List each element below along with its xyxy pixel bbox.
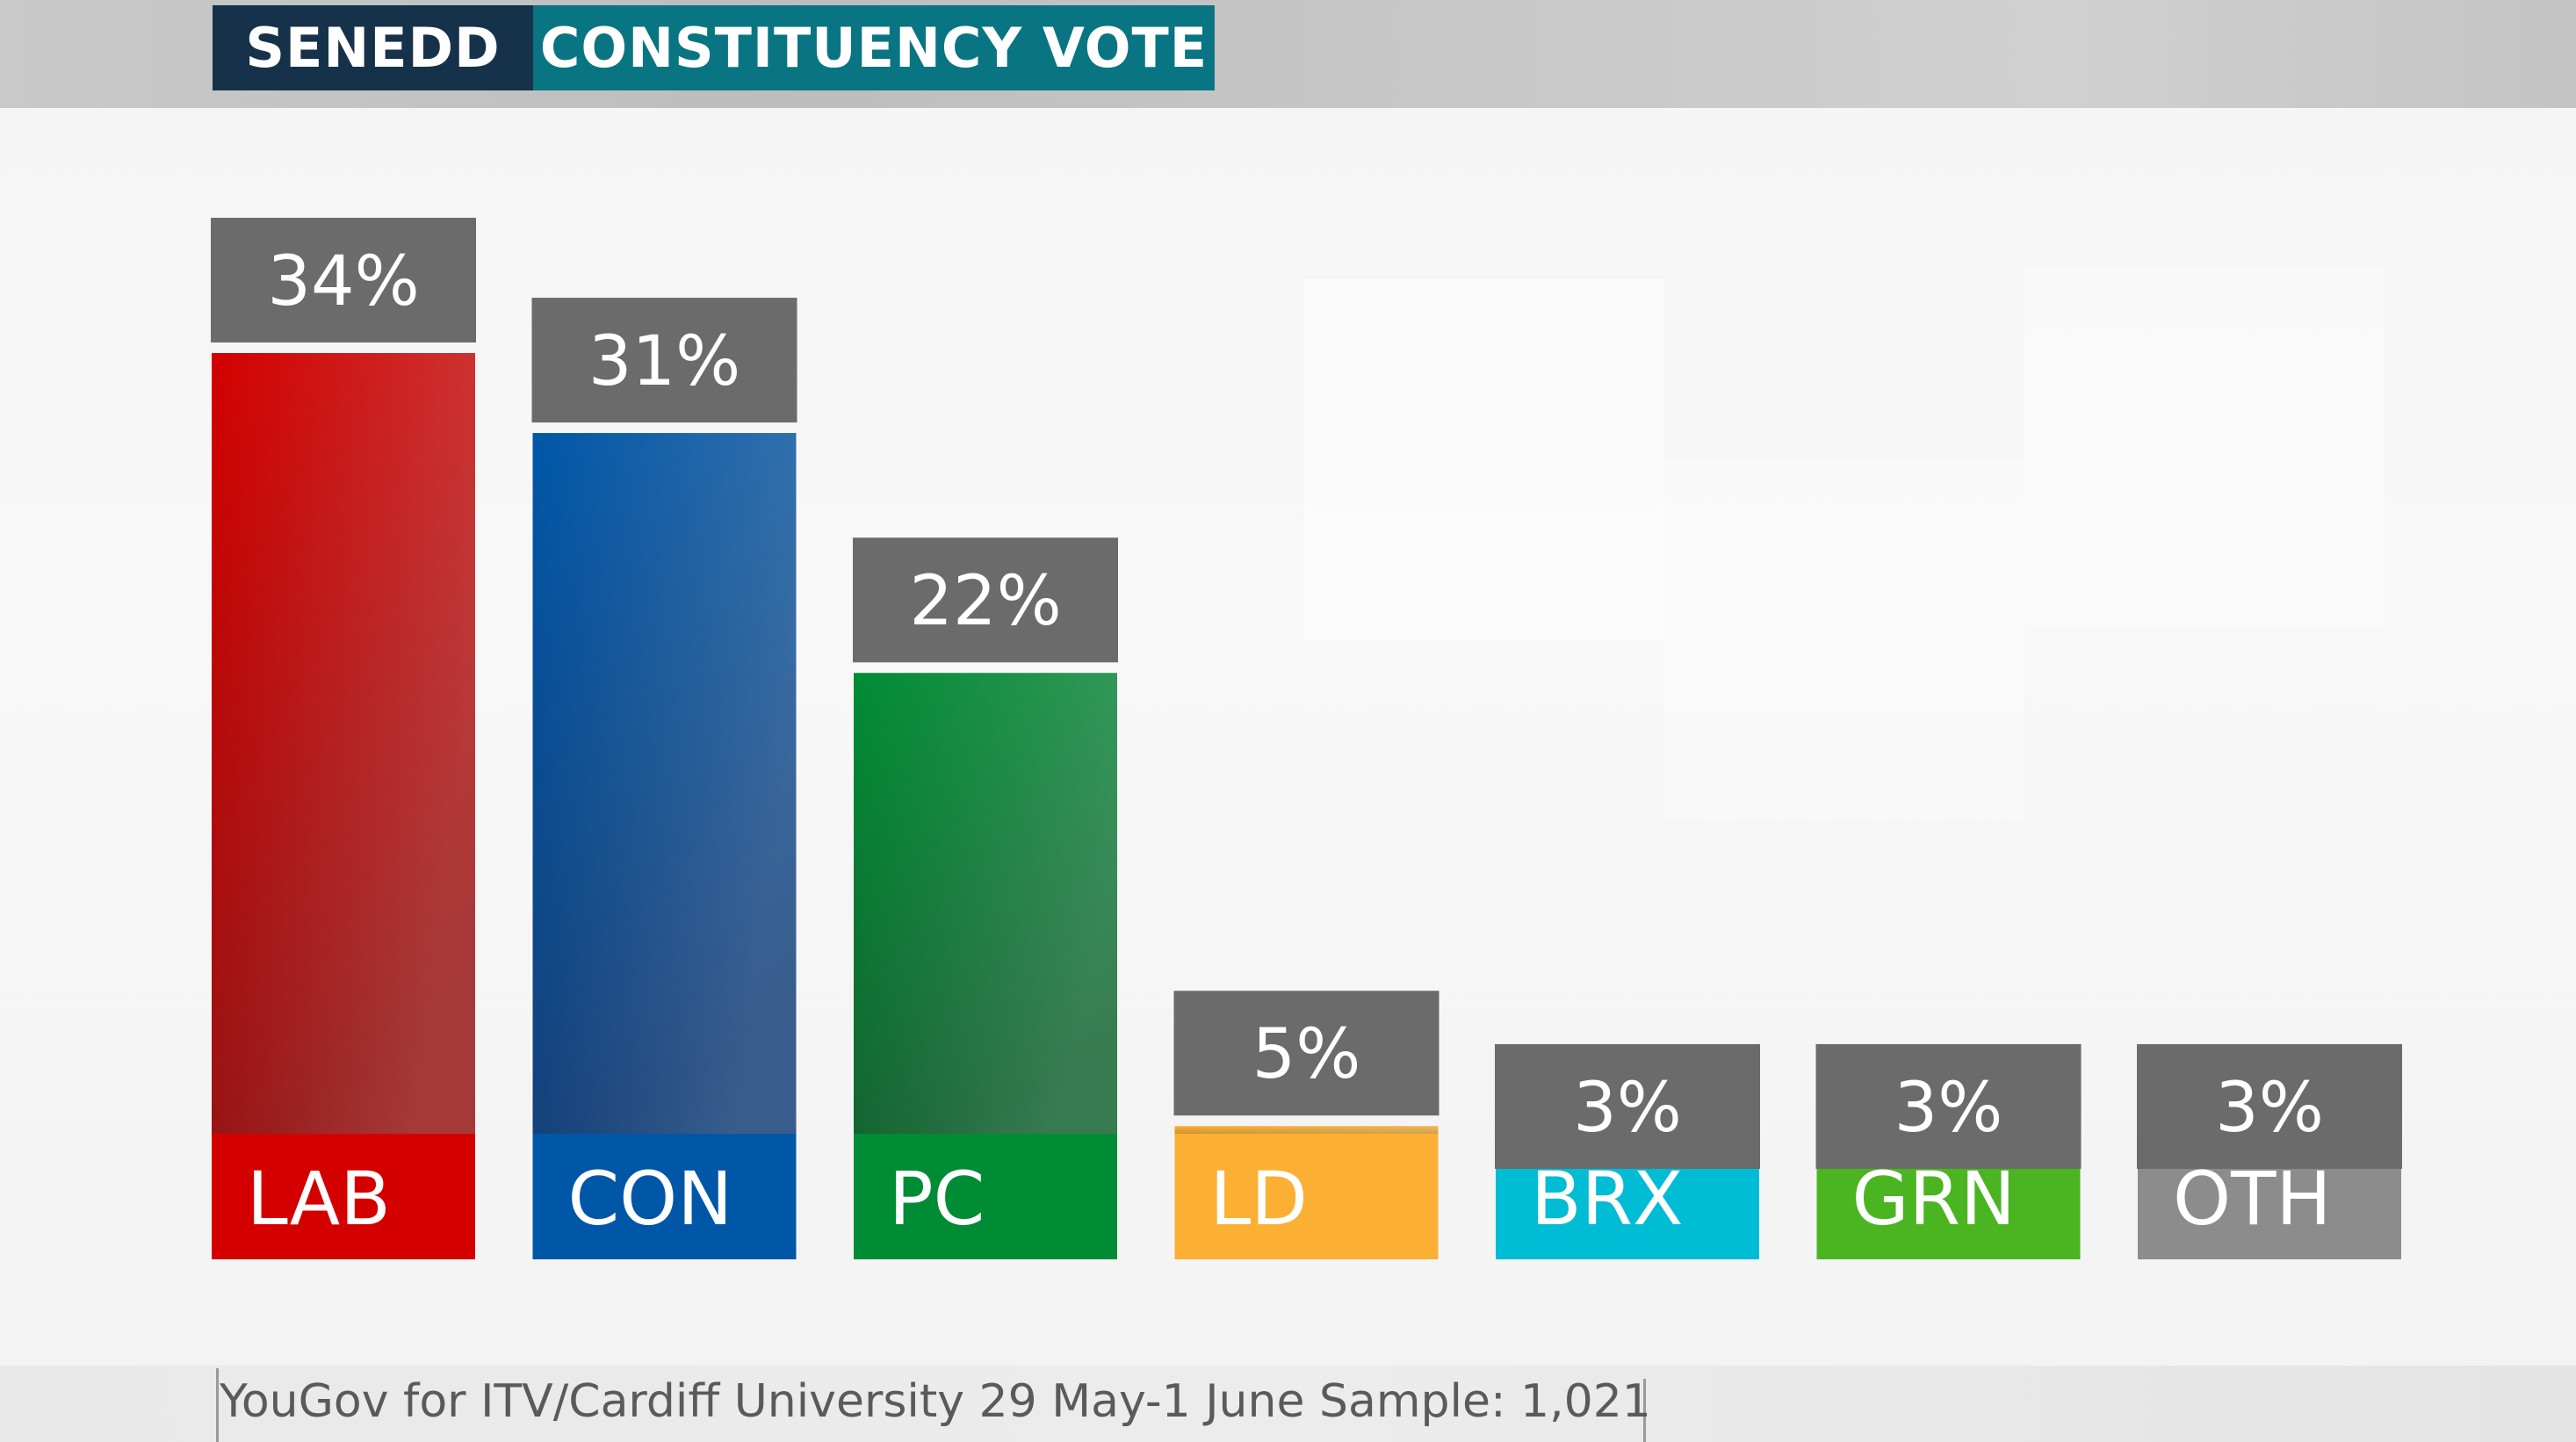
footer-bar	[0, 1366, 2576, 1442]
chart-panel	[0, 108, 2576, 1366]
footer-divider-right	[1643, 1379, 1646, 1442]
source-caption: YouGov for ITV/Cardiff University 29 May…	[220, 1375, 1651, 1428]
title-senedd: SENEDD	[213, 5, 533, 90]
background-tile	[2024, 266, 2385, 626]
background-tile	[1304, 279, 1664, 639]
background-tile	[1664, 459, 2024, 819]
footer-divider-left	[216, 1368, 219, 1442]
title-constituency-vote: CONSTITUENCY VOTE	[533, 5, 1215, 90]
